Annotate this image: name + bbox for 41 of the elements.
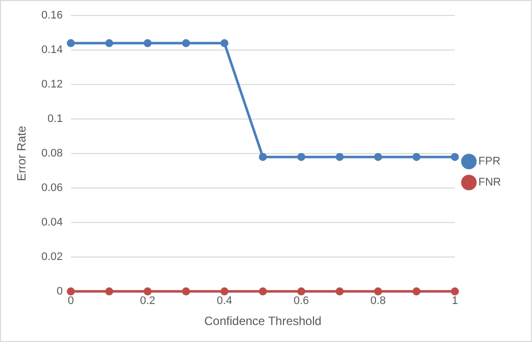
point xyxy=(66,39,75,48)
point xyxy=(297,287,306,296)
x-tick-label: 0.6 xyxy=(294,295,309,308)
y-axis-title: Error Rate xyxy=(14,126,29,182)
y-tick-label: 0.14 xyxy=(41,44,63,56)
point xyxy=(374,152,382,161)
y-tick-label: 0.08 xyxy=(41,148,63,160)
point xyxy=(105,287,114,296)
legend-label: FPR xyxy=(478,156,500,168)
x-tick-label: 0 xyxy=(68,295,74,308)
x-tick-label: 1 xyxy=(452,295,458,308)
x-axis-title: Confidence Threshold xyxy=(204,314,322,328)
x-tick-label: 0.4 xyxy=(216,295,232,308)
point xyxy=(144,287,152,296)
point xyxy=(412,287,420,296)
point xyxy=(220,39,228,48)
y-tick-label: 0.02 xyxy=(41,250,63,263)
x-tick-label: 0.8 xyxy=(370,295,386,308)
point xyxy=(258,152,267,161)
point xyxy=(144,39,152,48)
point xyxy=(374,287,382,296)
point xyxy=(105,39,114,48)
point xyxy=(182,39,190,48)
y-tick-label: 0.1 xyxy=(48,113,63,126)
point xyxy=(336,287,344,296)
point xyxy=(450,287,459,296)
point xyxy=(258,287,267,296)
point xyxy=(220,287,228,296)
x-tick-label: 0.2 xyxy=(140,295,156,308)
point xyxy=(297,152,306,161)
y-tick-label: 0.06 xyxy=(41,182,63,194)
point xyxy=(66,287,75,296)
point xyxy=(450,152,459,161)
point xyxy=(182,287,190,296)
y-tick-label: 0.12 xyxy=(41,78,63,91)
y-tick-label: 0 xyxy=(56,285,63,298)
point xyxy=(336,152,344,161)
y-tick-label: 0.16 xyxy=(41,10,63,22)
y-tick-label: 0.04 xyxy=(41,216,63,228)
point xyxy=(412,152,420,161)
legend-label: FNR xyxy=(478,176,502,189)
